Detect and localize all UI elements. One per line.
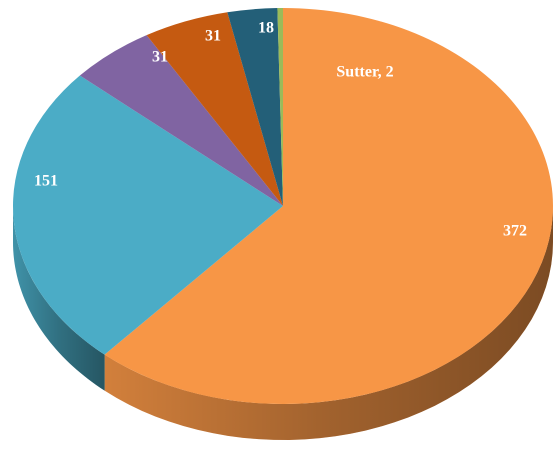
slice-side-shade bbox=[13, 206, 105, 391]
data-label: 151 bbox=[34, 173, 58, 190]
slice bbox=[146, 12, 283, 206]
data-label: Sutter, 2 bbox=[336, 64, 393, 81]
data-label: 372 bbox=[503, 223, 527, 240]
data-label: 31 bbox=[152, 49, 168, 66]
data-label: 18 bbox=[258, 20, 274, 37]
slice bbox=[13, 75, 284, 355]
slice bbox=[227, 8, 283, 207]
slice bbox=[277, 8, 283, 206]
data-label: 31 bbox=[205, 28, 221, 45]
slice bbox=[104, 8, 554, 405]
slice-side-shade bbox=[104, 206, 553, 440]
slice bbox=[79, 35, 283, 207]
